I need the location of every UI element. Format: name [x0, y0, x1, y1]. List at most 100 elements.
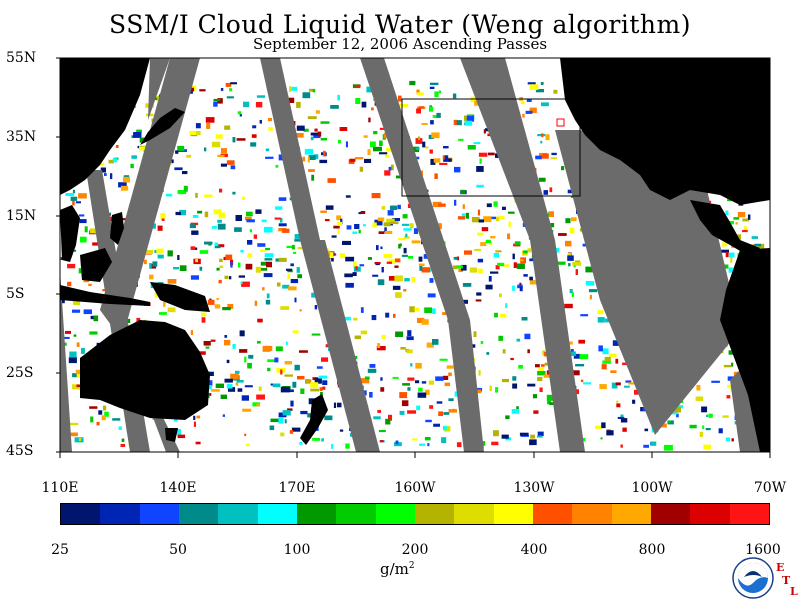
cloud-patch — [225, 254, 233, 260]
cloud-patch — [703, 444, 711, 450]
cloud-patch — [242, 408, 252, 412]
cloud-patch — [182, 171, 188, 175]
cloud-patch — [211, 389, 220, 392]
cloud-patch — [570, 351, 576, 356]
cloud-patch — [324, 219, 330, 222]
cloud-patch — [204, 211, 209, 218]
cloud-patch — [421, 319, 429, 325]
cloud-patch — [190, 87, 194, 92]
cloud-patch — [108, 159, 114, 164]
cloud-patch — [529, 258, 534, 262]
cloud-patch — [511, 409, 520, 414]
cloud-patch — [220, 163, 227, 167]
colorbar-swatch — [257, 504, 297, 524]
cloud-patch — [380, 246, 383, 250]
cloud-patch — [483, 129, 486, 134]
cloud-patch — [120, 443, 126, 447]
cloud-patch — [67, 263, 76, 269]
cloud-patch — [660, 423, 667, 428]
cloud-patch — [728, 267, 734, 273]
cloud-patch — [352, 272, 357, 276]
cloud-patch — [61, 298, 65, 304]
cloud-patch — [498, 335, 504, 341]
cloud-patch — [429, 278, 434, 283]
cloud-patch — [432, 115, 438, 118]
cloud-patch — [542, 153, 549, 159]
lon-label-100w: 100W — [631, 480, 673, 496]
cloud-patch — [547, 400, 551, 405]
cloud-patch — [574, 389, 579, 395]
south-america — [720, 248, 770, 452]
cloud-patch — [478, 370, 481, 376]
cloud-patch — [203, 341, 211, 346]
cloud-patch — [458, 138, 464, 141]
cloud-patch — [79, 219, 87, 224]
cloud-patch — [622, 427, 627, 432]
cloud-patch — [433, 158, 441, 163]
cloud-patch — [299, 309, 302, 312]
cloud-patch — [300, 388, 305, 394]
cloud-patch — [514, 241, 521, 245]
cloud-patch — [565, 240, 572, 247]
cloud-patch — [523, 274, 528, 277]
cloud-patch — [551, 152, 557, 156]
cloud-patch — [580, 314, 589, 317]
cloud-patch — [643, 444, 649, 448]
cloud-patch — [473, 331, 477, 337]
cloud-patch — [403, 228, 412, 231]
cloud-patch — [695, 396, 704, 401]
cloud-patch — [217, 223, 226, 230]
cloud-patch — [477, 209, 481, 216]
cloud-patch — [367, 368, 377, 373]
cloud-patch — [403, 247, 407, 254]
cloud-patch — [294, 297, 297, 303]
cloud-patch — [245, 263, 253, 270]
cloud-patch — [252, 402, 260, 407]
cloud-patch — [229, 88, 233, 92]
cloud-patch — [723, 264, 729, 269]
cloud-patch — [121, 438, 125, 442]
cloud-patch — [512, 285, 515, 291]
cloud-patch — [433, 423, 440, 427]
cloud-patch — [267, 359, 276, 363]
cloud-patch — [480, 242, 487, 247]
cloud-patch — [278, 412, 287, 418]
cloud-patch — [69, 422, 79, 426]
cloud-patch — [279, 218, 283, 223]
cloud-patch — [757, 243, 765, 250]
noaa-logo — [732, 557, 774, 599]
cloud-patch — [302, 92, 311, 99]
cloud-patch — [747, 214, 751, 220]
cloud-patch — [144, 259, 147, 265]
cloud-patch — [317, 131, 322, 137]
cloud-patch — [550, 157, 557, 160]
cloud-patch — [542, 350, 545, 356]
cloud-patch — [409, 80, 416, 86]
cloud-patch — [570, 349, 574, 352]
cloud-patch — [538, 177, 546, 182]
cloud-patch — [80, 236, 87, 243]
cloud-patch — [100, 167, 106, 173]
cloud-patch — [508, 221, 511, 228]
cloud-patch — [399, 243, 402, 247]
cloud-patch — [464, 120, 473, 126]
cloud-patch — [461, 264, 467, 271]
cloud-patch — [507, 233, 511, 240]
cloud-patch — [418, 263, 425, 267]
no-data-swath — [300, 240, 380, 452]
cloud-patch — [193, 247, 198, 250]
cloud-patch — [256, 95, 266, 98]
cloud-patch — [388, 259, 396, 264]
cloud-patch — [379, 140, 383, 147]
cloud-patch — [608, 353, 617, 358]
cloud-patch — [167, 279, 177, 284]
cloud-patch — [340, 218, 343, 225]
cloud-patch — [443, 425, 447, 431]
cloud-patch — [477, 258, 484, 263]
cloud-patch — [321, 438, 324, 442]
cloud-patch — [361, 101, 367, 108]
cloud-patch — [331, 257, 334, 262]
cloud-patch — [83, 309, 92, 315]
cloud-patch — [595, 425, 603, 429]
cloud-patch — [424, 307, 433, 314]
